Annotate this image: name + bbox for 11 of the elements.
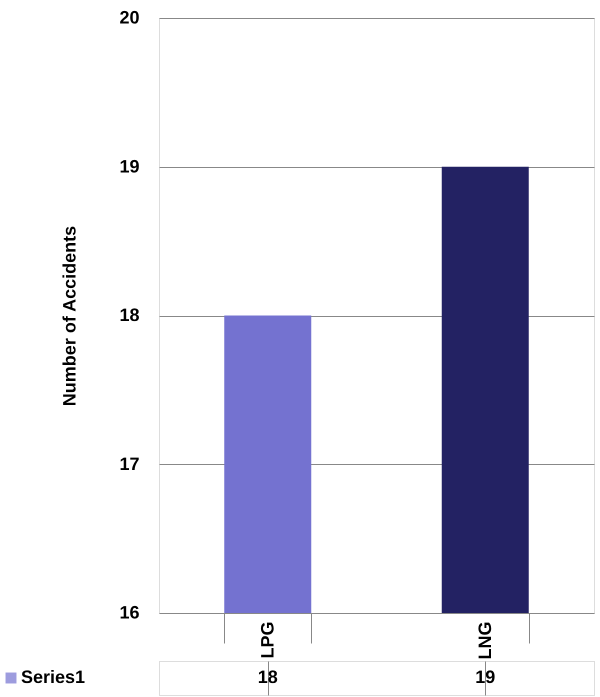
data-label: 19 [475,667,496,687]
y-tick-label: 19 [119,156,140,176]
x-tick-label: LNG [474,622,495,660]
x-tick-label: LPG [257,622,278,659]
legend-label: Series1 [21,667,86,687]
y-tick-label: 17 [119,454,140,474]
data-label: 18 [258,667,278,687]
y-tick-label: 20 [119,8,140,28]
y-tick-label: 18 [119,305,140,325]
y-axis-title: Number of Accidents [59,226,80,406]
y-tick-label: 16 [119,602,140,622]
